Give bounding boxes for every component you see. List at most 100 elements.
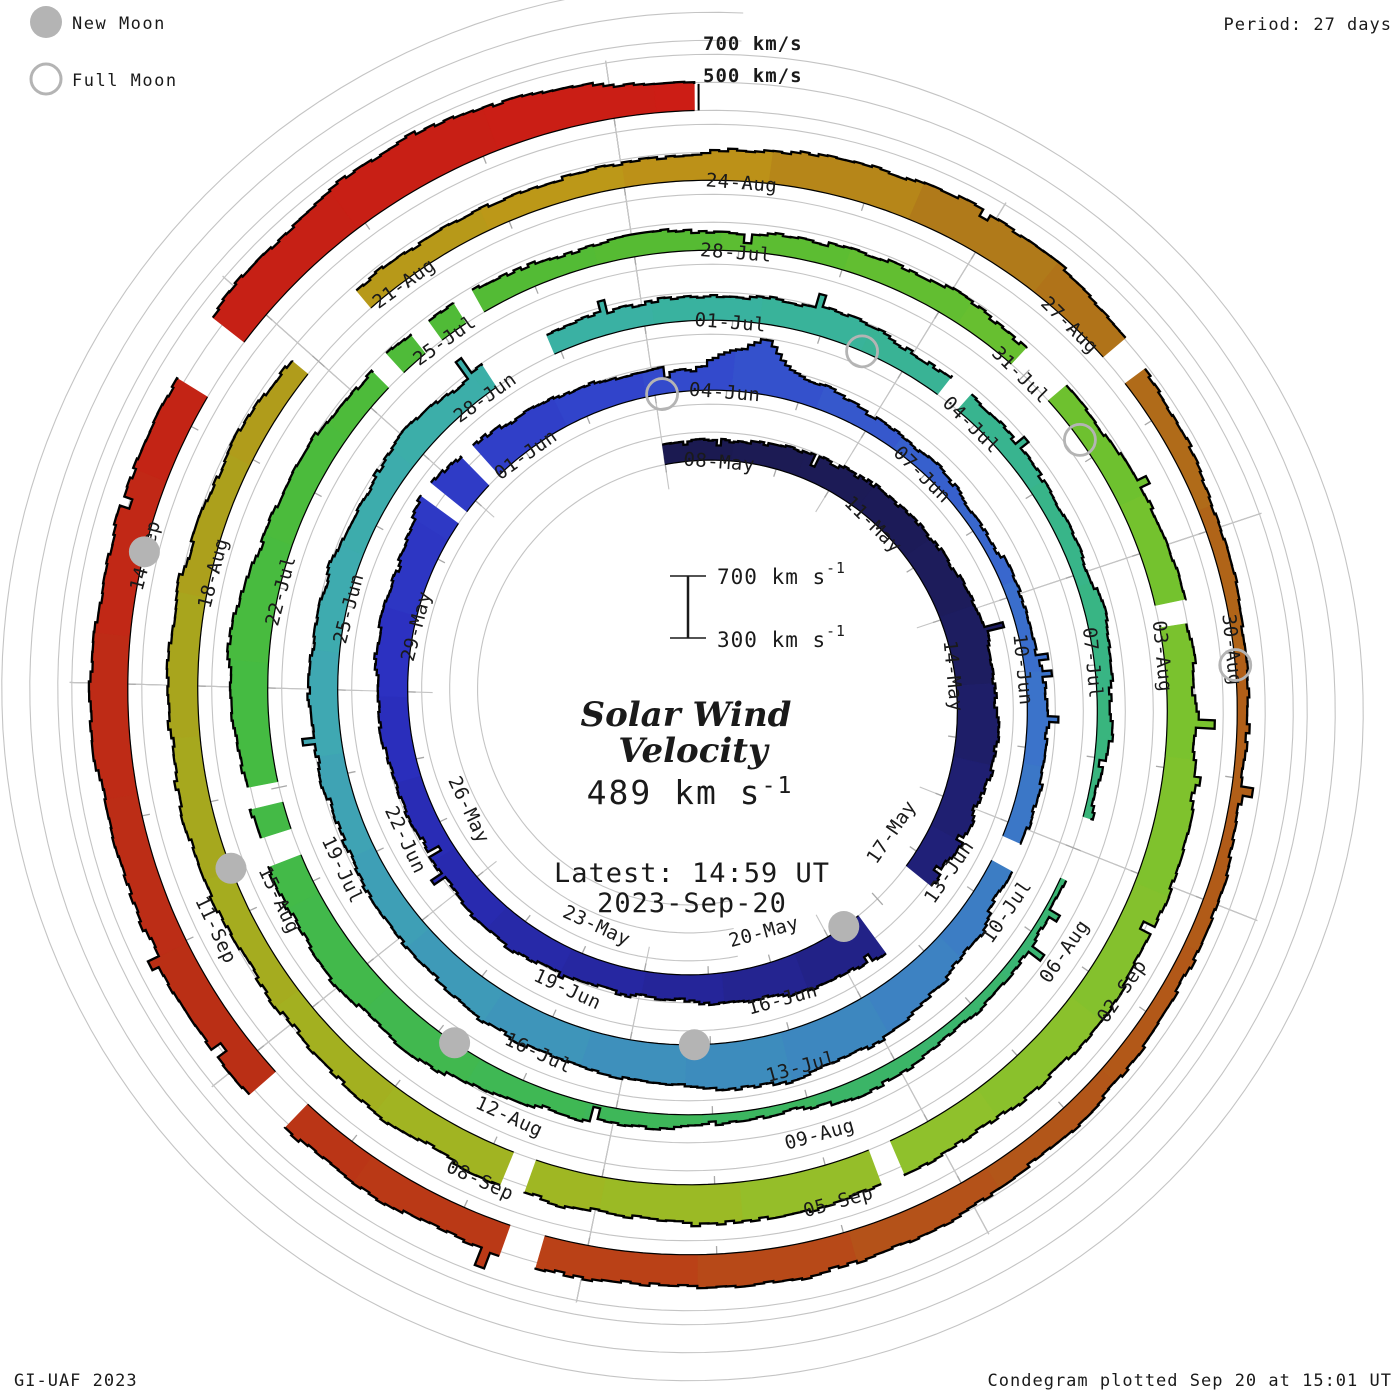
band-baseline: [484, 249, 1012, 365]
velocity-band-segment: [653, 81, 695, 114]
velocity-trace: [471, 227, 1028, 349]
full-moon-marker: [645, 377, 679, 411]
velocity-trace: [248, 808, 262, 839]
scalebar-700-label: 700 km s-1: [717, 560, 846, 589]
band-baseline: [267, 387, 390, 782]
latest-time-label: Latest: 14:59 UT: [554, 858, 830, 889]
velocity-trace: [165, 359, 501, 1187]
velocity-trace: [87, 376, 251, 1096]
credit-label: GI-UAF 2023: [14, 1371, 138, 1391]
velocity-trace: [662, 437, 1006, 887]
chart-title-line1: Solar Wind: [581, 695, 792, 735]
latest-velocity-value: 489 km s-1: [587, 773, 794, 812]
latest-date-label: 2023-Sep-20: [597, 888, 787, 919]
band-baseline: [957, 409, 1098, 817]
band-baseline: [370, 179, 1104, 358]
new-moon-icon: [30, 6, 62, 38]
velocity-band-segment: [88, 631, 138, 800]
grid-radial-30-Aug: [1182, 512, 1262, 540]
full-moon-marker: [1218, 648, 1253, 682]
band-baseline: [127, 396, 276, 1072]
band-baseline: [536, 1149, 869, 1186]
velocity-trace: [355, 147, 1127, 339]
velocity-band-segment: [758, 293, 873, 352]
new-moon-marker: [678, 1029, 710, 1061]
outer-500-label: 500 km/s: [703, 65, 803, 87]
velocity-band-segment: [482, 82, 657, 151]
velocity-trace: [430, 455, 463, 484]
day-tick: [871, 892, 884, 906]
velocity-band-segment: [166, 591, 207, 739]
legend-new-moon-label: New Moon: [72, 14, 166, 34]
band-baseline: [665, 459, 959, 867]
band-baseline: [889, 627, 1168, 1142]
plotted-timestamp-label: Condegram plotted Sep 20 at 15:01 UT: [988, 1371, 1392, 1391]
band-baseline: [282, 801, 292, 829]
velocity-band-segment: [227, 360, 309, 466]
velocity-band-segment: [815, 384, 904, 450]
velocity-band-segment: [930, 756, 994, 844]
velocity-trace: [546, 292, 954, 380]
scalebar-300-label: 300 km s-1: [717, 623, 846, 652]
velocity-trace: [283, 1126, 500, 1270]
velocity-band-segment: [227, 658, 279, 788]
velocity-band-segment: [534, 1235, 698, 1287]
spiral-bands-layer: [87, 80, 1255, 1290]
band-baseline: [243, 109, 695, 343]
new-moon-marker: [828, 911, 860, 943]
band-baseline: [466, 485, 490, 513]
velocity-band-segment: [405, 927, 505, 1023]
date-label-04-Jun: 04-Jun: [688, 379, 761, 407]
band-baseline: [1047, 400, 1156, 606]
band-baseline: [554, 319, 938, 395]
velocity-scale-bar: [670, 575, 706, 639]
velocity-band-segment: [524, 1159, 606, 1212]
full-moon-marker: [845, 334, 879, 369]
velocity-trace: [428, 302, 455, 323]
band-baseline: [544, 383, 1238, 1256]
date-label-01-Jul: 01-Jul: [694, 309, 767, 337]
day-tick: [312, 355, 325, 368]
velocity-trace: [300, 356, 1014, 1092]
outer-700-label: 700 km/s: [703, 33, 803, 55]
velocity-trace: [903, 623, 1216, 1177]
velocity-trace: [471, 337, 1060, 846]
band-baseline: [337, 386, 993, 1046]
velocity-band-segment: [327, 370, 390, 439]
velocity-trace: [970, 393, 1115, 822]
new-moon-marker: [215, 852, 247, 884]
velocity-band-segment: [843, 247, 974, 324]
band-baseline: [300, 854, 1062, 1116]
date-label-28-Jul: 28-Jul: [699, 239, 772, 267]
velocity-band-segment: [1047, 384, 1151, 507]
band-baseline: [403, 353, 426, 374]
date-label-24-Aug: 24-Aug: [705, 169, 778, 197]
band-baseline: [407, 523, 859, 976]
day-tick: [1017, 369, 1030, 382]
full-moon-icon: [29, 62, 63, 96]
date-label-26-May: 26-May: [443, 773, 494, 847]
velocity-band-segment: [339, 448, 414, 556]
moon-markers-layer: [128, 334, 1253, 1061]
new-moon-marker: [439, 1027, 471, 1059]
velocity-trace: [267, 865, 1068, 1131]
velocity-trace: [523, 1183, 882, 1228]
band-baseline: [307, 1103, 511, 1226]
new-moon-marker: [128, 536, 160, 568]
velocity-band-segment: [377, 695, 422, 784]
band-baseline: [441, 322, 467, 341]
velocity-band-segment: [1029, 479, 1092, 588]
velocity-band-segment: [430, 847, 508, 929]
velocity-band-segment: [640, 971, 725, 1006]
period-label: Period: 27 days: [1223, 15, 1392, 35]
velocity-trace: [534, 368, 1255, 1290]
legend-full-moon-label: Full Moon: [72, 71, 178, 91]
grid-spiral-500: [29, 11, 1336, 1354]
velocity-band-segment: [328, 107, 499, 230]
chart-title-line2: Velocity: [618, 731, 770, 771]
grid-radial-02-Sep: [1179, 889, 1258, 922]
velocity-trace: [372, 494, 887, 1007]
velocity-trace: [225, 369, 375, 788]
velocity-band-segment: [430, 455, 490, 513]
